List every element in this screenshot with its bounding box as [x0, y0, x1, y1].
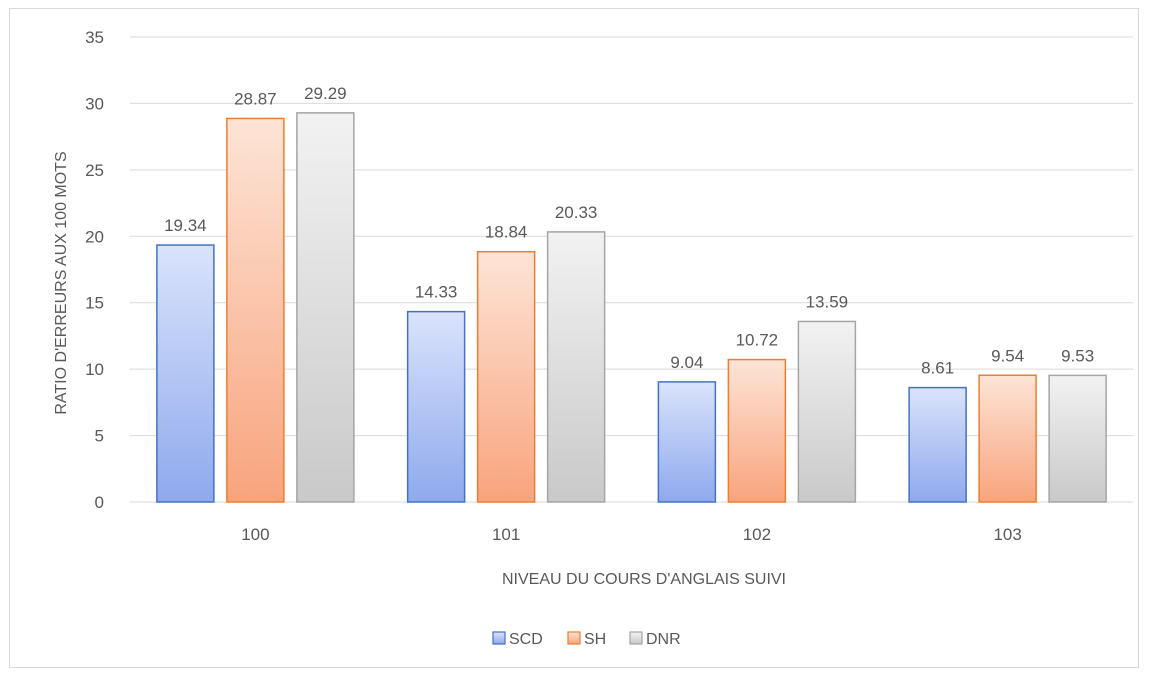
bar-sh-101: [476, 250, 536, 503]
data-label: 19.34: [164, 216, 207, 235]
bar-sh-102: [727, 358, 787, 503]
y-tick-label: 10: [85, 360, 104, 379]
data-label: 10.72: [736, 331, 779, 350]
data-label: 9.54: [991, 346, 1024, 365]
bar-sh-100: [226, 117, 285, 503]
y-tick-label: 15: [85, 294, 104, 313]
data-label: 29.29: [304, 84, 347, 103]
data-label: 14.33: [415, 283, 458, 302]
x-tick-label: 100: [241, 525, 269, 544]
x-tick-label: 101: [492, 525, 520, 544]
data-label: 8.61: [921, 359, 954, 378]
bar-scd-102: [657, 381, 717, 503]
bar-scd-103: [908, 386, 967, 503]
bar-sh-103: [978, 374, 1037, 503]
x-tick-label: 102: [743, 525, 771, 544]
legend-label-scd: SCD: [509, 631, 543, 648]
y-tick-label: 0: [95, 493, 104, 512]
bar-dnr-102: [797, 320, 857, 503]
bar-scd-101: [406, 310, 466, 503]
bar-dnr-100: [296, 112, 355, 503]
y-axis-title: RATIO D'ERREURS AUX 100 MOTS: [53, 151, 70, 414]
data-label: 18.84: [485, 223, 528, 242]
data-label: 13.59: [806, 292, 849, 311]
legend-label-sh: SH: [584, 631, 606, 648]
y-tick-label: 35: [85, 28, 104, 47]
data-label: 9.53: [1061, 346, 1094, 365]
legend-swatch-sh: [567, 631, 581, 645]
x-tick-label: 103: [993, 525, 1021, 544]
data-labels: 19.34 28.87 29.29 14.33 18.84 20.33 9.04 10.72 1…: [164, 84, 1094, 378]
legend-swatch-dnr: [629, 631, 643, 645]
bar-scd-100: [156, 244, 215, 503]
legend: SCD SH DNR: [492, 631, 681, 648]
data-label: 28.87: [234, 89, 277, 108]
y-tick-label: 5: [95, 427, 104, 446]
y-tick-label: 25: [85, 161, 104, 180]
legend-label-dnr: DNR: [646, 631, 681, 648]
legend-swatch-scd: [492, 631, 506, 645]
bars: [156, 112, 1107, 503]
x-axis-ticks: 100 101 102 103: [241, 525, 1022, 544]
bar-dnr-103: [1048, 374, 1107, 503]
data-label: 20.33: [555, 203, 598, 222]
y-tick-label: 30: [85, 94, 104, 113]
y-axis-ticks: 0 5 10 15 20 25 30 35: [85, 28, 104, 512]
bar-dnr-101: [546, 231, 606, 503]
y-tick-label: 20: [85, 227, 104, 246]
x-axis-title: NIVEAU DU COURS D'ANGLAIS SUIVI: [502, 571, 786, 588]
data-label: 9.04: [670, 353, 703, 372]
